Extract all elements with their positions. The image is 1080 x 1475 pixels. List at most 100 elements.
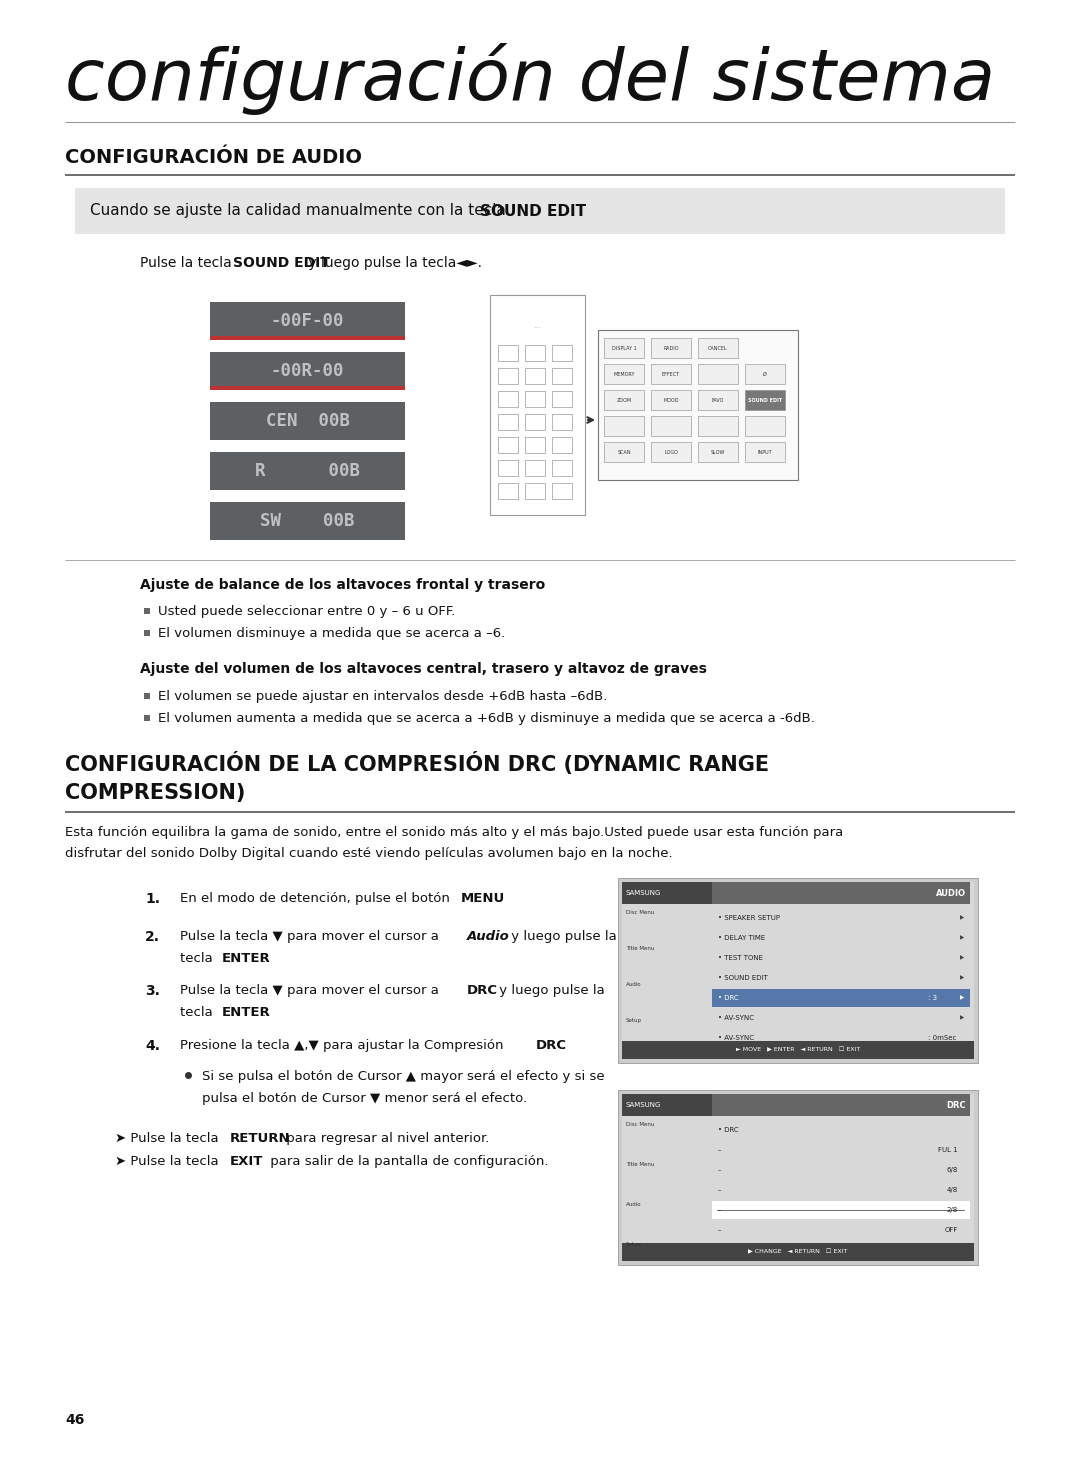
Bar	[698, 364, 738, 384]
Bar	[498, 437, 518, 453]
Text: • DELAY TIME: • DELAY TIME	[718, 935, 766, 941]
Bar	[210, 502, 405, 540]
Bar	[498, 345, 518, 361]
Bar	[598, 330, 798, 479]
Text: DRC: DRC	[946, 1100, 966, 1109]
Text: 4/8: 4/8	[947, 1187, 958, 1193]
Text: RADIO: RADIO	[663, 345, 678, 351]
Text: Title Menu: Title Menu	[626, 945, 654, 951]
Text: COMPRESSION): COMPRESSION)	[65, 783, 245, 802]
Text: SOUND EDIT: SOUND EDIT	[233, 257, 329, 270]
Bar	[698, 338, 738, 358]
Bar	[525, 414, 545, 431]
Bar	[622, 882, 712, 904]
Bar	[622, 1094, 712, 1117]
Bar	[651, 364, 691, 384]
Text: pulsa el botón de Cursor ▼ menor será el efecto.: pulsa el botón de Cursor ▼ menor será el…	[202, 1092, 527, 1105]
Bar	[498, 460, 518, 476]
Bar	[622, 1094, 974, 1261]
Bar	[552, 367, 572, 384]
Text: SOUND EDIT: SOUND EDIT	[480, 204, 586, 218]
Text: ➤ Pulse la tecla: ➤ Pulse la tecla	[114, 1155, 222, 1168]
Bar	[144, 715, 150, 721]
Bar	[552, 460, 572, 476]
Text: OFF: OFF	[945, 1227, 958, 1233]
Text: –: –	[718, 1207, 721, 1212]
Text: 2.: 2.	[145, 931, 160, 944]
Bar	[745, 364, 785, 384]
Bar	[525, 391, 545, 407]
Bar	[552, 391, 572, 407]
Text: ZOOM: ZOOM	[617, 397, 632, 403]
Text: Disc Menu: Disc Menu	[626, 910, 654, 914]
Text: ▶: ▶	[960, 935, 964, 941]
Bar	[698, 389, 738, 410]
Text: 4.: 4.	[145, 1038, 160, 1053]
Text: 46: 46	[65, 1413, 84, 1426]
Bar	[604, 338, 644, 358]
Text: Ø: Ø	[764, 372, 767, 376]
Bar	[210, 302, 405, 341]
Bar	[144, 608, 150, 614]
Bar	[622, 1041, 974, 1059]
Text: Presione la tecla ▲,▼ para ajustar la Compresión: Presione la tecla ▲,▼ para ajustar la Co…	[180, 1038, 508, 1052]
Text: • DRC: • DRC	[718, 1127, 739, 1133]
Bar	[651, 389, 691, 410]
Text: MEMORY: MEMORY	[613, 372, 635, 376]
Bar	[651, 416, 691, 437]
Bar	[712, 1094, 970, 1117]
Text: –: –	[718, 1187, 721, 1193]
Text: .: .	[262, 1006, 266, 1019]
Text: • AV-SYNC: • AV-SYNC	[718, 1035, 754, 1041]
Text: SAMSUNG: SAMSUNG	[626, 889, 661, 895]
Text: ▶: ▶	[960, 996, 964, 1000]
Text: SW    00B: SW 00B	[260, 512, 354, 530]
Bar	[552, 414, 572, 431]
Text: Pulse la tecla ▼ para mover el cursor a: Pulse la tecla ▼ para mover el cursor a	[180, 984, 443, 997]
Text: CONFIGURACIÓN DE AUDIO: CONFIGURACIÓN DE AUDIO	[65, 148, 362, 167]
Bar	[498, 482, 518, 499]
Text: RETURN: RETURN	[230, 1131, 291, 1145]
Bar	[210, 336, 405, 341]
Text: FUL 1: FUL 1	[939, 1148, 958, 1153]
Text: ...: ...	[534, 320, 541, 329]
Text: tecla: tecla	[180, 951, 217, 965]
Text: Audio: Audio	[626, 982, 642, 987]
Text: Usted puede seleccionar entre 0 y – 6 u OFF.: Usted puede seleccionar entre 0 y – 6 u …	[158, 605, 456, 618]
Text: SAMSUNG: SAMSUNG	[626, 1102, 661, 1108]
Text: para regresar al nivel anterior.: para regresar al nivel anterior.	[282, 1131, 489, 1145]
Text: .: .	[497, 892, 501, 906]
Bar	[525, 437, 545, 453]
Text: ▶: ▶	[960, 975, 964, 981]
Bar	[712, 882, 970, 904]
Text: EFFECT: EFFECT	[662, 372, 680, 376]
Bar	[745, 389, 785, 410]
Text: SLOW: SLOW	[711, 450, 725, 454]
Bar	[604, 416, 644, 437]
Bar	[604, 389, 644, 410]
Text: EXIT: EXIT	[230, 1155, 264, 1168]
Text: AUDIO: AUDIO	[936, 888, 966, 897]
Bar	[490, 295, 585, 515]
Text: Esta función equilibra la gama de sonido, entre el sonido más alto y el más bajo: Esta función equilibra la gama de sonido…	[65, 826, 843, 839]
Bar	[210, 451, 405, 490]
Text: ENTER: ENTER	[222, 1006, 271, 1019]
Bar	[698, 416, 738, 437]
Text: • AV-SYNC: • AV-SYNC	[718, 1015, 754, 1021]
Text: Title Menu: Title Menu	[626, 1162, 654, 1167]
Text: • SPEAKER SETUP: • SPEAKER SETUP	[718, 914, 780, 920]
Bar	[525, 482, 545, 499]
Bar	[552, 345, 572, 361]
Text: CONFIGURACIÓN DE LA COMPRESIÓN DRC (DYNAMIC RANGE: CONFIGURACIÓN DE LA COMPRESIÓN DRC (DYNA…	[65, 752, 769, 774]
Text: Disc Menu: Disc Menu	[626, 1122, 654, 1127]
Bar	[651, 442, 691, 462]
Text: Audio: Audio	[626, 1202, 642, 1207]
Text: Cuando se ajuste la calidad manualmente con la tecla: Cuando se ajuste la calidad manualmente …	[90, 204, 511, 218]
Text: • TEST TONE: • TEST TONE	[718, 954, 762, 962]
Bar	[75, 187, 1005, 235]
Text: tecla: tecla	[180, 1006, 217, 1019]
Bar	[210, 386, 405, 389]
Text: R      00B: R 00B	[255, 462, 360, 479]
Text: El volumen aumenta a medida que se acerca a +6dB y disminuye a medida que se ace: El volumen aumenta a medida que se acerc…	[158, 712, 815, 726]
Text: 1.: 1.	[145, 892, 160, 906]
